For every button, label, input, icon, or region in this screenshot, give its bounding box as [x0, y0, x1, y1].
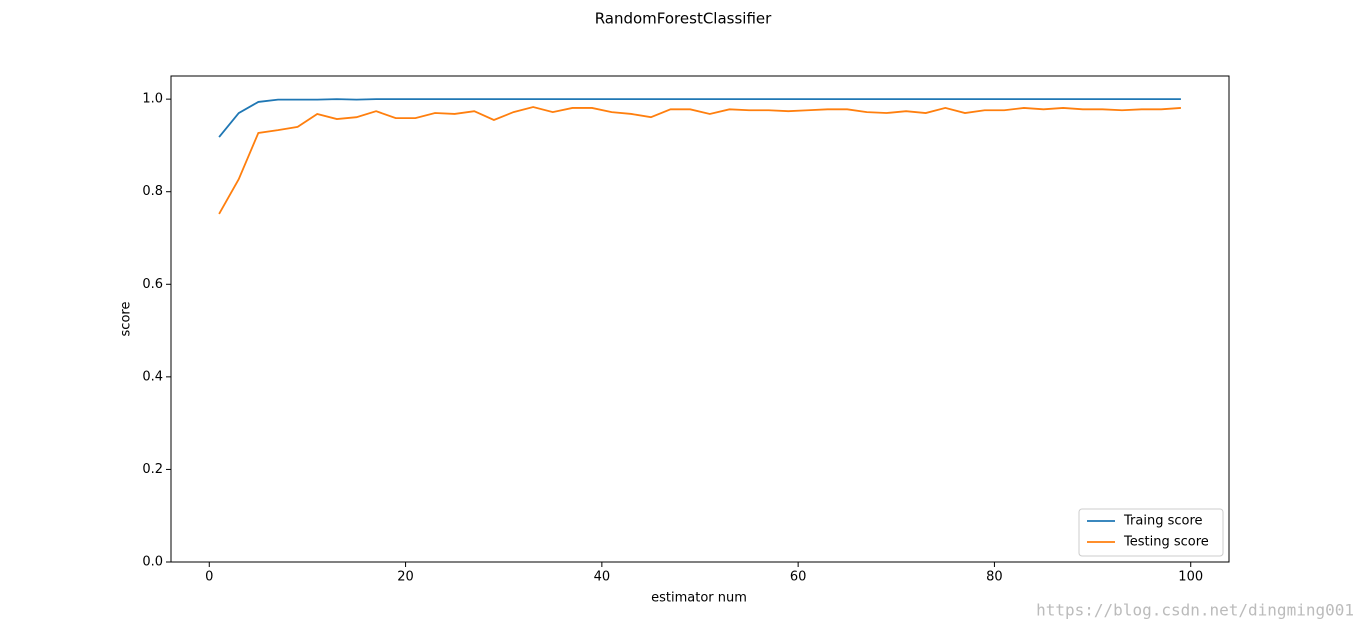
x-axis-label: estimator num — [651, 591, 747, 606]
y-tick-label: 0.0 — [142, 555, 163, 570]
y-tick-label: 0.2 — [142, 462, 163, 477]
y-tick-label: 0.6 — [142, 277, 163, 292]
y-tick-label: 0.4 — [142, 369, 163, 384]
x-tick-label: 0 — [205, 570, 213, 585]
watermark: https://blog.csdn.net/dingming001 — [1036, 601, 1354, 620]
x-tick-label: 40 — [594, 570, 611, 585]
x-tick-label: 60 — [790, 570, 807, 585]
series-line — [218, 106, 1181, 215]
chart-title: RandomForestClassifier — [595, 10, 772, 28]
x-tick-label: 100 — [1178, 570, 1203, 585]
y-tick-label: 0.8 — [142, 184, 163, 199]
x-tick-label: 80 — [986, 570, 1003, 585]
x-tick-label: 20 — [397, 570, 414, 585]
y-tick-label: 1.0 — [142, 92, 163, 107]
legend-label: Traing score — [1123, 514, 1203, 529]
y-axis-label: score — [119, 302, 134, 337]
legend-label: Testing score — [1123, 535, 1209, 550]
series-line — [218, 98, 1181, 138]
plot-frame — [170, 75, 1230, 563]
